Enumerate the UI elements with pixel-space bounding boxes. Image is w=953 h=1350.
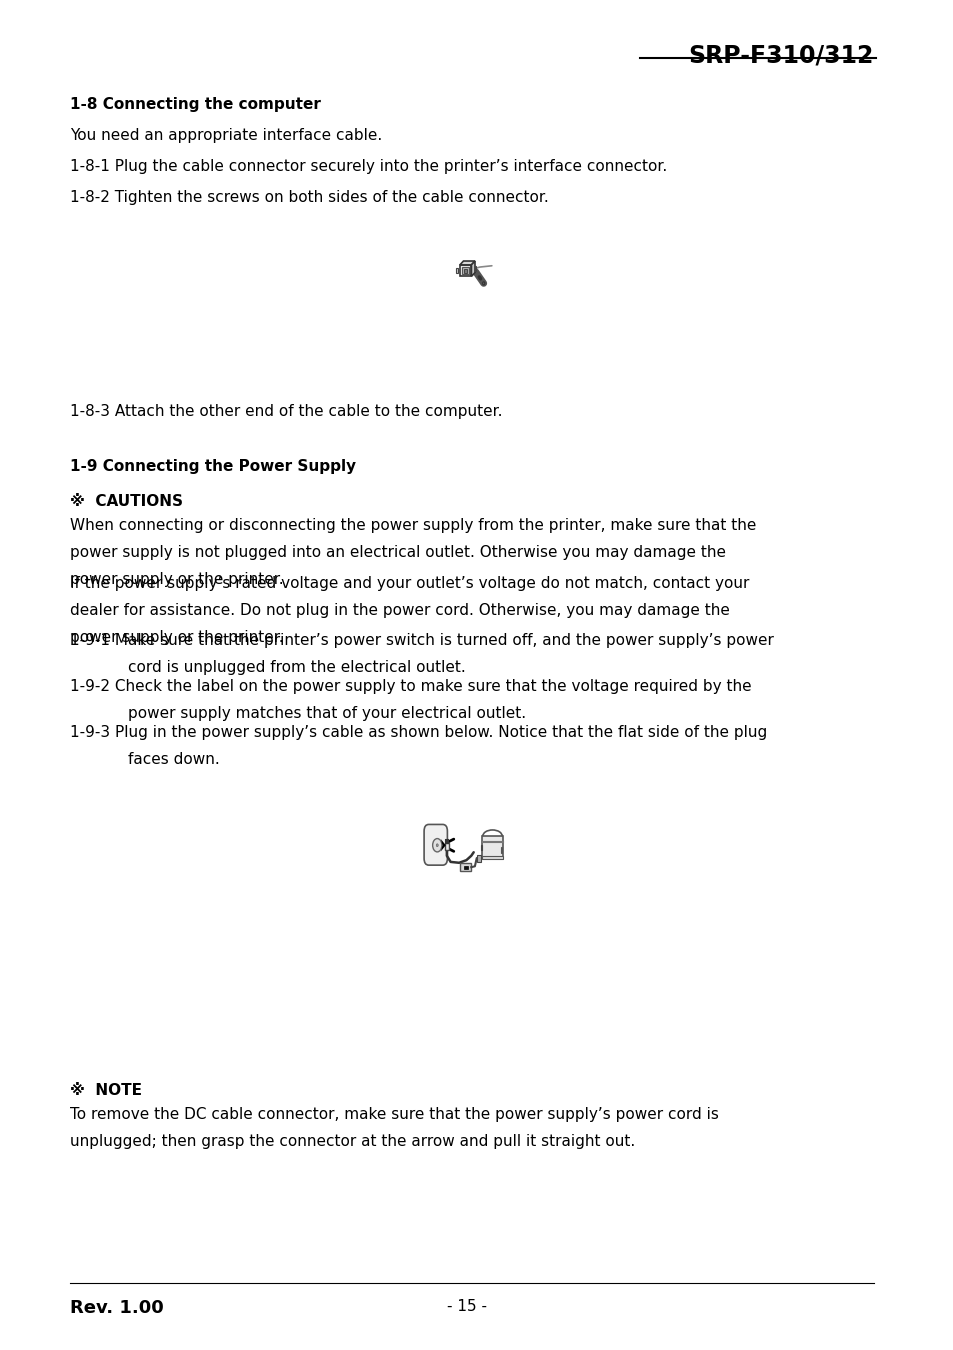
FancyBboxPatch shape	[463, 865, 468, 869]
Polygon shape	[444, 842, 449, 849]
Text: power supply or the printer.: power supply or the printer.	[70, 572, 283, 587]
Text: If the power supply’s rated voltage and your outlet’s voltage do not match, cont: If the power supply’s rated voltage and …	[70, 576, 749, 591]
Text: unplugged; then grasp the connector at the arrow and pull it straight out.: unplugged; then grasp the connector at t…	[70, 1134, 635, 1149]
Circle shape	[436, 844, 437, 846]
Text: 1-9-1 Make sure that the printer’s power switch is turned off, and the power sup: 1-9-1 Make sure that the printer’s power…	[70, 633, 773, 648]
Text: - 15 -: - 15 -	[447, 1299, 486, 1314]
Text: ※  CAUTIONS: ※ CAUTIONS	[70, 494, 183, 509]
Text: ※  NOTE: ※ NOTE	[70, 1083, 142, 1098]
FancyBboxPatch shape	[481, 856, 502, 860]
Text: 1-9 Connecting the Power Supply: 1-9 Connecting the Power Supply	[70, 459, 355, 474]
Text: 1-8-2 Tighten the screws on both sides of the cable connector.: 1-8-2 Tighten the screws on both sides o…	[70, 190, 548, 205]
Polygon shape	[471, 261, 475, 277]
Circle shape	[433, 838, 441, 852]
FancyBboxPatch shape	[456, 269, 457, 273]
Text: 1-9-2 Check the label on the power supply to make sure that the voltage required: 1-9-2 Check the label on the power suppl…	[70, 679, 751, 694]
FancyBboxPatch shape	[424, 825, 447, 865]
FancyBboxPatch shape	[459, 265, 471, 277]
Text: SRP-F310/312: SRP-F310/312	[687, 43, 872, 68]
Text: 1-8-1 Plug the cable connector securely into the printer’s interface connector.: 1-8-1 Plug the cable connector securely …	[70, 159, 666, 174]
Text: You need an appropriate interface cable.: You need an appropriate interface cable.	[70, 128, 382, 143]
Circle shape	[482, 282, 484, 285]
Text: 1-8-3 Attach the other end of the cable to the computer.: 1-8-3 Attach the other end of the cable …	[70, 404, 502, 418]
FancyBboxPatch shape	[481, 837, 502, 860]
Polygon shape	[440, 840, 445, 852]
Text: faces down.: faces down.	[128, 752, 219, 767]
Text: dealer for assistance. Do not plug in the power cord. Otherwise, you may damage : dealer for assistance. Do not plug in th…	[70, 603, 729, 618]
Text: 1-8 Connecting the computer: 1-8 Connecting the computer	[70, 97, 320, 112]
FancyBboxPatch shape	[480, 845, 482, 849]
FancyBboxPatch shape	[464, 270, 467, 273]
Text: power supply matches that of your electrical outlet.: power supply matches that of your electr…	[128, 706, 525, 721]
FancyBboxPatch shape	[500, 846, 501, 853]
FancyBboxPatch shape	[476, 856, 480, 861]
FancyBboxPatch shape	[461, 267, 469, 274]
Text: cord is unplugged from the electrical outlet.: cord is unplugged from the electrical ou…	[128, 660, 465, 675]
Text: 1-9-3 Plug in the power supply’s cable as shown below. Notice that the flat side: 1-9-3 Plug in the power supply’s cable a…	[70, 725, 766, 740]
Text: Rev. 1.00: Rev. 1.00	[70, 1299, 164, 1316]
Text: When connecting or disconnecting the power supply from the printer, make sure th: When connecting or disconnecting the pow…	[70, 518, 756, 533]
FancyBboxPatch shape	[475, 266, 476, 271]
Text: To remove the DC cable connector, make sure that the power supply’s power cord i: To remove the DC cable connector, make s…	[70, 1107, 719, 1122]
Polygon shape	[459, 261, 475, 265]
Text: power supply is not plugged into an electrical outlet. Otherwise you may damage : power supply is not plugged into an elec…	[70, 545, 725, 560]
Text: power supply or the printer.: power supply or the printer.	[70, 630, 283, 645]
FancyBboxPatch shape	[460, 863, 471, 871]
